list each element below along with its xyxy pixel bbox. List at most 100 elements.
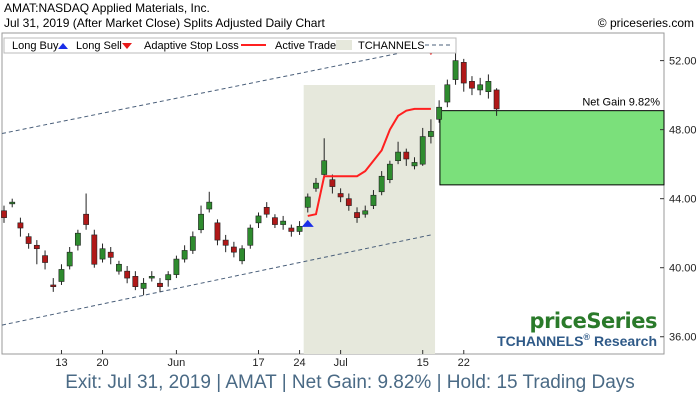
candle-body [321,160,328,175]
candle-body [288,227,295,232]
candle-body [165,274,172,281]
candle-body [485,81,492,92]
candle-body [157,282,163,287]
candle-body [9,201,16,205]
legend: Long Buy Long Sell Adaptive Stop Loss Ac… [3,37,457,54]
candles [1,51,500,296]
candle-body [132,276,139,287]
candle-body [148,276,155,279]
candle-body [280,220,287,225]
candle-body [428,131,434,137]
y-tick-label: 52.00 [669,56,697,68]
candle-body [214,222,221,241]
candle-body [17,222,24,229]
y-tick-label: 40.00 [669,263,697,275]
candle-body [403,151,410,160]
candle-body [42,255,48,263]
brand-sub2: Research [590,333,657,349]
candle-body [91,234,98,265]
candle-body [345,198,352,206]
x-axis: 13 20 Jun 17 24 Jul 15 22 [55,350,470,369]
x-tick-label: 24 [293,357,305,369]
y-tick-label: 36.00 [669,332,697,344]
legend-channels: TCHANNELS [358,40,425,52]
candle-body [1,210,7,218]
chart-title: AMAT:NASDAQ Applied Materials, Inc. [4,1,210,15]
brand-name: priceSeries [530,309,657,333]
candle-body [173,258,180,275]
x-tick-label: Jul [334,357,348,369]
net-gain-label: Net Gain 9.82% [582,97,660,109]
legend-stop: Adaptive Stop Loss [144,40,239,52]
candle-body [83,213,89,225]
source-credit: © priceseries.com [597,16,694,30]
channel-upper-line [1,46,432,134]
candle-body [329,179,336,187]
candle-body [198,213,204,231]
candle-body [25,236,32,244]
candle-body [33,244,40,250]
candle-body [411,162,418,167]
candle-body [444,84,451,103]
candle-body [313,182,319,189]
brand-logo: priceSeries TCHANNELS® Research [497,309,657,349]
adaptive-stop-line [307,107,431,217]
candle-body [140,282,147,289]
candle-body [181,250,188,260]
x-tick-label: 15 [417,357,429,369]
active-trade-region [303,85,436,354]
candle-body [354,212,360,218]
candle-body [206,201,213,210]
y-tick-label: 44.00 [669,194,697,206]
price-chart: Net Gain 9.82% 52.00 48.00 44.00 40.00 36.00… [1,32,697,369]
x-tick-label: Jun [168,357,186,369]
active-legend-icon [336,40,352,50]
candle-body [386,163,393,180]
candle-body [74,232,81,246]
y-tick-label: 48.00 [669,125,697,137]
legend-long-sell: Long Sell [76,40,122,52]
long-buy-icon [58,43,68,49]
candle-body [452,60,459,80]
channel-lower-line [1,234,432,326]
candle-body [58,269,65,282]
candle-body [116,263,122,272]
candle-body [395,151,401,162]
candle-body [362,210,369,215]
net-gain-box [439,110,665,186]
x-tick-label: 22 [458,357,470,369]
x-tick-label: 17 [252,357,264,369]
candle-body [337,193,344,198]
legend-long-buy: Long Buy [12,40,59,52]
candle-body [222,239,229,246]
x-tick-label: 20 [96,357,108,369]
candle-body [436,106,443,120]
candle-body [469,81,475,89]
candle-body [239,248,245,262]
brand-reg: ® [583,332,590,342]
candle-body [247,227,254,246]
candle-body [255,215,262,224]
candle-body [272,217,278,225]
candle-body [263,207,270,215]
candle-body [370,194,377,206]
brand-sub: TCHANNELS [497,333,583,349]
legend-active: Active Trade [275,40,336,52]
x-tick-label: 13 [55,357,67,369]
candle-body [419,136,426,165]
candle-body [460,62,467,84]
candle-body [50,284,57,287]
candle-body [296,225,303,232]
candle-body [107,251,114,258]
footer-summary: Exit: Jul 31, 2019 | AMAT | Net Gain: 9.… [65,372,635,393]
y-axis: 52.00 48.00 44.00 40.00 36.00 [660,56,697,344]
long-buy-marker-icon [301,219,314,227]
candle-body [493,89,500,110]
candle-body [124,270,131,279]
candle-body [189,236,196,251]
candle-body [230,246,237,253]
candle-body [66,251,73,267]
candle-body [477,84,484,91]
candle-body [304,196,311,208]
chart-subtitle: Jul 31, 2019 (After Market Close) Splits… [4,16,325,30]
